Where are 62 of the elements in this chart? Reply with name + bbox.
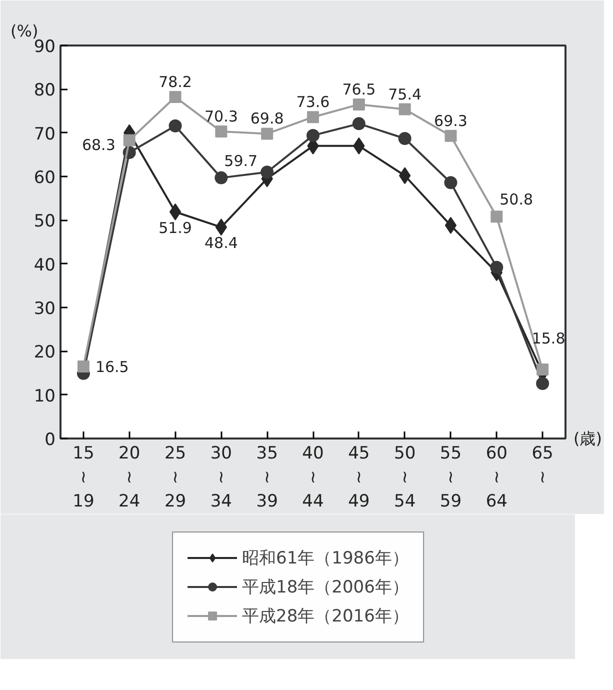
data-label: 76.5 (342, 80, 376, 98)
y-tick-label: 50 (34, 212, 56, 232)
legend-label: 平成18年（2006年） (242, 576, 409, 598)
x-tick-label: 25 ≀ 29 (164, 444, 186, 512)
data-label: 68.3 (82, 136, 116, 154)
x-tick-label: 65 ≀ (532, 444, 554, 488)
point (260, 166, 274, 179)
y-tick-label: 70 (34, 124, 56, 144)
point (536, 376, 550, 390)
point (306, 128, 320, 142)
x-tick-label: 15 ≀ 19 (72, 444, 94, 512)
data-label: 15.8 (532, 330, 566, 348)
point (123, 134, 136, 146)
data-label: 59.7 (224, 152, 258, 170)
point (77, 360, 90, 372)
point (444, 130, 457, 142)
legend-label: 昭和61年（1986年） (242, 547, 409, 569)
data-label: 16.5 (95, 358, 129, 376)
point (168, 119, 182, 132)
data-label: 48.4 (204, 234, 238, 252)
point (214, 171, 228, 184)
point (352, 98, 365, 110)
x-tick-label: 20 ≀ 24 (118, 444, 140, 512)
y-tick-label: 20 (34, 342, 56, 363)
data-label: 70.3 (204, 108, 238, 126)
legend-label: 平成28年（2016年） (242, 605, 409, 627)
point (307, 111, 319, 124)
x-axis-title: (歳) (574, 429, 602, 448)
data-label: 75.4 (388, 85, 422, 104)
x-tick-label: 40 ≀ 44 (302, 444, 324, 512)
point (490, 210, 503, 223)
x-tick-label: 60 ≀ 64 (486, 444, 508, 512)
data-label: 69.3 (434, 112, 468, 130)
data-label: 78.2 (158, 73, 192, 92)
x-tick-label: 55 ≀ 59 (440, 444, 462, 512)
point (261, 128, 274, 140)
data-label: 73.6 (296, 93, 330, 112)
y-tick-label: 60 (34, 168, 56, 188)
point (398, 167, 411, 184)
y-tick-label: 40 (34, 255, 56, 276)
y-tick-label: 80 (34, 80, 56, 101)
point (444, 216, 457, 234)
y-tick-label: 0 (44, 430, 56, 450)
y-tick-label: 30 (34, 299, 56, 319)
point (169, 91, 182, 104)
point (444, 176, 458, 190)
point (169, 203, 182, 220)
x-tick-label: 45 ≀ 49 (348, 444, 370, 512)
point (398, 132, 412, 145)
point (398, 103, 411, 116)
x-tick-label: 30 ≀ 34 (210, 444, 232, 512)
data-label: 69.8 (250, 110, 284, 128)
point (352, 117, 366, 130)
x-tick-label: 35 ≀ 39 (256, 444, 278, 512)
data-label: 51.9 (158, 218, 192, 237)
point (536, 364, 549, 376)
y-tick-label: 10 (34, 386, 56, 406)
data-label: 50.8 (500, 190, 534, 209)
point (490, 260, 504, 274)
point (215, 218, 228, 236)
x-tick-label: 50 ≀ 54 (394, 444, 416, 512)
point (215, 126, 228, 138)
